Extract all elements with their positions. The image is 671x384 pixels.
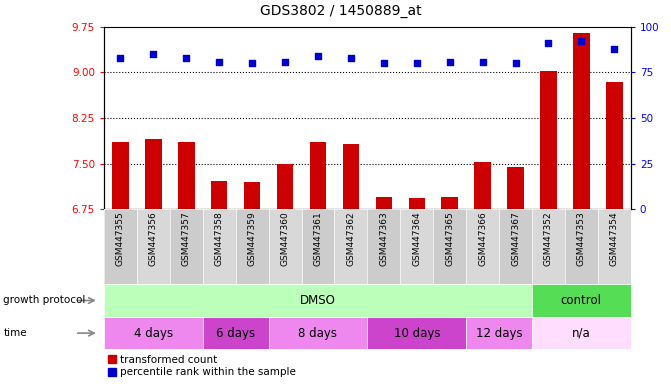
Text: DMSO: DMSO bbox=[300, 294, 336, 307]
Bar bbox=[409, 199, 425, 209]
Text: GSM447359: GSM447359 bbox=[248, 212, 256, 266]
Bar bbox=[401, 209, 433, 284]
Text: 12 days: 12 days bbox=[476, 327, 522, 339]
Bar bbox=[268, 317, 368, 349]
Text: GSM447361: GSM447361 bbox=[313, 212, 323, 266]
Text: GSM447358: GSM447358 bbox=[215, 212, 223, 266]
Text: GDS3802 / 1450889_at: GDS3802 / 1450889_at bbox=[260, 4, 422, 18]
Bar bbox=[565, 209, 598, 284]
Point bbox=[378, 60, 389, 66]
Text: 4 days: 4 days bbox=[134, 327, 173, 339]
Bar bbox=[532, 317, 631, 349]
Bar bbox=[310, 142, 326, 209]
Text: control: control bbox=[561, 294, 602, 307]
Text: GSM447363: GSM447363 bbox=[379, 212, 389, 266]
Text: GSM447357: GSM447357 bbox=[182, 212, 191, 266]
Point bbox=[280, 58, 291, 65]
Text: 10 days: 10 days bbox=[393, 327, 440, 339]
Text: GSM447353: GSM447353 bbox=[577, 212, 586, 266]
Text: 8 days: 8 days bbox=[299, 327, 338, 339]
Text: GSM447352: GSM447352 bbox=[544, 212, 553, 266]
Bar bbox=[104, 209, 137, 284]
Bar bbox=[268, 209, 301, 284]
Point bbox=[609, 46, 619, 52]
Bar bbox=[334, 209, 368, 284]
Text: n/a: n/a bbox=[572, 327, 590, 339]
Bar bbox=[137, 209, 170, 284]
Bar bbox=[532, 209, 565, 284]
Bar bbox=[573, 33, 590, 209]
Bar bbox=[540, 71, 557, 209]
Point bbox=[181, 55, 192, 61]
Point bbox=[411, 60, 422, 66]
Bar bbox=[145, 139, 162, 209]
Bar bbox=[244, 182, 260, 209]
Point bbox=[543, 40, 554, 46]
Bar bbox=[104, 317, 203, 349]
Bar bbox=[301, 209, 334, 284]
Point bbox=[247, 60, 258, 66]
Bar bbox=[178, 142, 195, 209]
Bar bbox=[368, 209, 401, 284]
Bar bbox=[203, 317, 268, 349]
Bar bbox=[532, 284, 631, 317]
Bar bbox=[170, 209, 203, 284]
Bar bbox=[507, 167, 524, 209]
Bar bbox=[442, 197, 458, 209]
Text: time: time bbox=[3, 328, 27, 338]
Text: GSM447356: GSM447356 bbox=[149, 212, 158, 266]
Bar bbox=[112, 142, 129, 209]
Text: GSM447362: GSM447362 bbox=[346, 212, 356, 266]
Text: GSM447364: GSM447364 bbox=[412, 212, 421, 266]
Bar bbox=[466, 209, 499, 284]
Bar bbox=[499, 209, 532, 284]
Text: GSM447365: GSM447365 bbox=[445, 212, 454, 266]
Point bbox=[477, 58, 488, 65]
Text: 6 days: 6 days bbox=[216, 327, 255, 339]
Bar bbox=[203, 209, 236, 284]
Text: growth protocol: growth protocol bbox=[3, 295, 86, 306]
Bar bbox=[236, 209, 268, 284]
Point bbox=[444, 58, 455, 65]
Bar bbox=[474, 162, 491, 209]
Bar bbox=[277, 164, 293, 209]
Text: GSM447367: GSM447367 bbox=[511, 212, 520, 266]
Bar bbox=[433, 209, 466, 284]
Text: GSM447355: GSM447355 bbox=[116, 212, 125, 266]
Legend: transformed count, percentile rank within the sample: transformed count, percentile rank withi… bbox=[109, 355, 295, 377]
Text: GSM447354: GSM447354 bbox=[610, 212, 619, 266]
Bar bbox=[343, 144, 359, 209]
Bar bbox=[606, 82, 623, 209]
Point bbox=[115, 55, 126, 61]
Point bbox=[576, 38, 586, 45]
Point bbox=[346, 55, 356, 61]
Bar bbox=[368, 317, 466, 349]
Point bbox=[148, 51, 159, 57]
Bar bbox=[466, 317, 532, 349]
Point bbox=[313, 53, 323, 59]
Text: GSM447360: GSM447360 bbox=[280, 212, 290, 266]
Point bbox=[214, 58, 225, 65]
Bar bbox=[104, 284, 532, 317]
Text: GSM447366: GSM447366 bbox=[478, 212, 487, 266]
Bar bbox=[376, 197, 392, 209]
Bar bbox=[598, 209, 631, 284]
Bar bbox=[211, 181, 227, 209]
Point bbox=[510, 60, 521, 66]
